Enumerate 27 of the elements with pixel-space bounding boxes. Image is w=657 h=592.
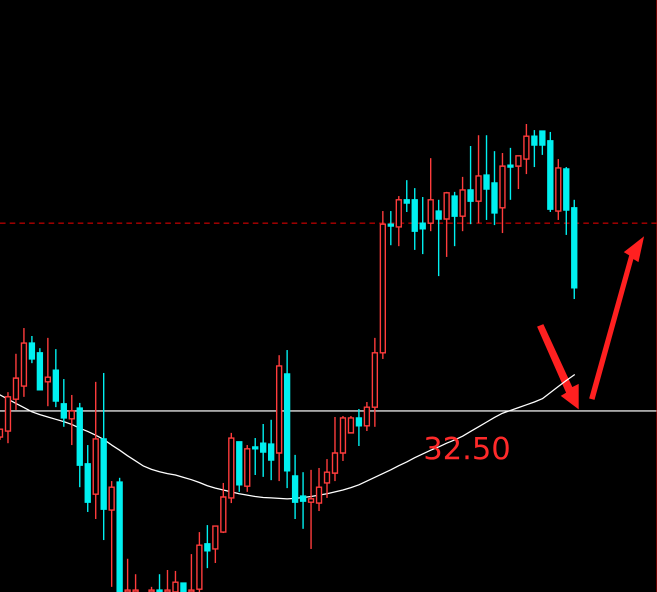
- candlestick: [435, 199, 442, 277]
- candlestick: [467, 145, 474, 225]
- candlestick: [491, 150, 498, 226]
- candlestick: [276, 354, 282, 482]
- candlestick: [451, 191, 458, 247]
- candlestick: [308, 469, 314, 550]
- candlestick: [388, 210, 394, 246]
- candlestick: [356, 408, 362, 447]
- candlestick: [60, 378, 67, 428]
- annotation: 32.50: [426, 436, 509, 460]
- candlestick: [507, 147, 514, 201]
- candlestick: [100, 372, 107, 541]
- candlestick: [483, 134, 490, 221]
- candlestick: [428, 157, 434, 232]
- candlestick: [204, 524, 211, 569]
- candlestick: [108, 480, 115, 588]
- candlestick: [555, 158, 562, 221]
- candlestick: [92, 381, 99, 520]
- candlestick: [44, 337, 52, 407]
- candlestick: [324, 458, 330, 499]
- candlestick: [68, 394, 75, 446]
- candlestick: [475, 134, 482, 224]
- candlestick: [499, 152, 506, 234]
- candlestick: [459, 176, 466, 232]
- candlestick: [20, 327, 28, 398]
- candlestick: [12, 353, 20, 411]
- candlestick: [284, 349, 290, 489]
